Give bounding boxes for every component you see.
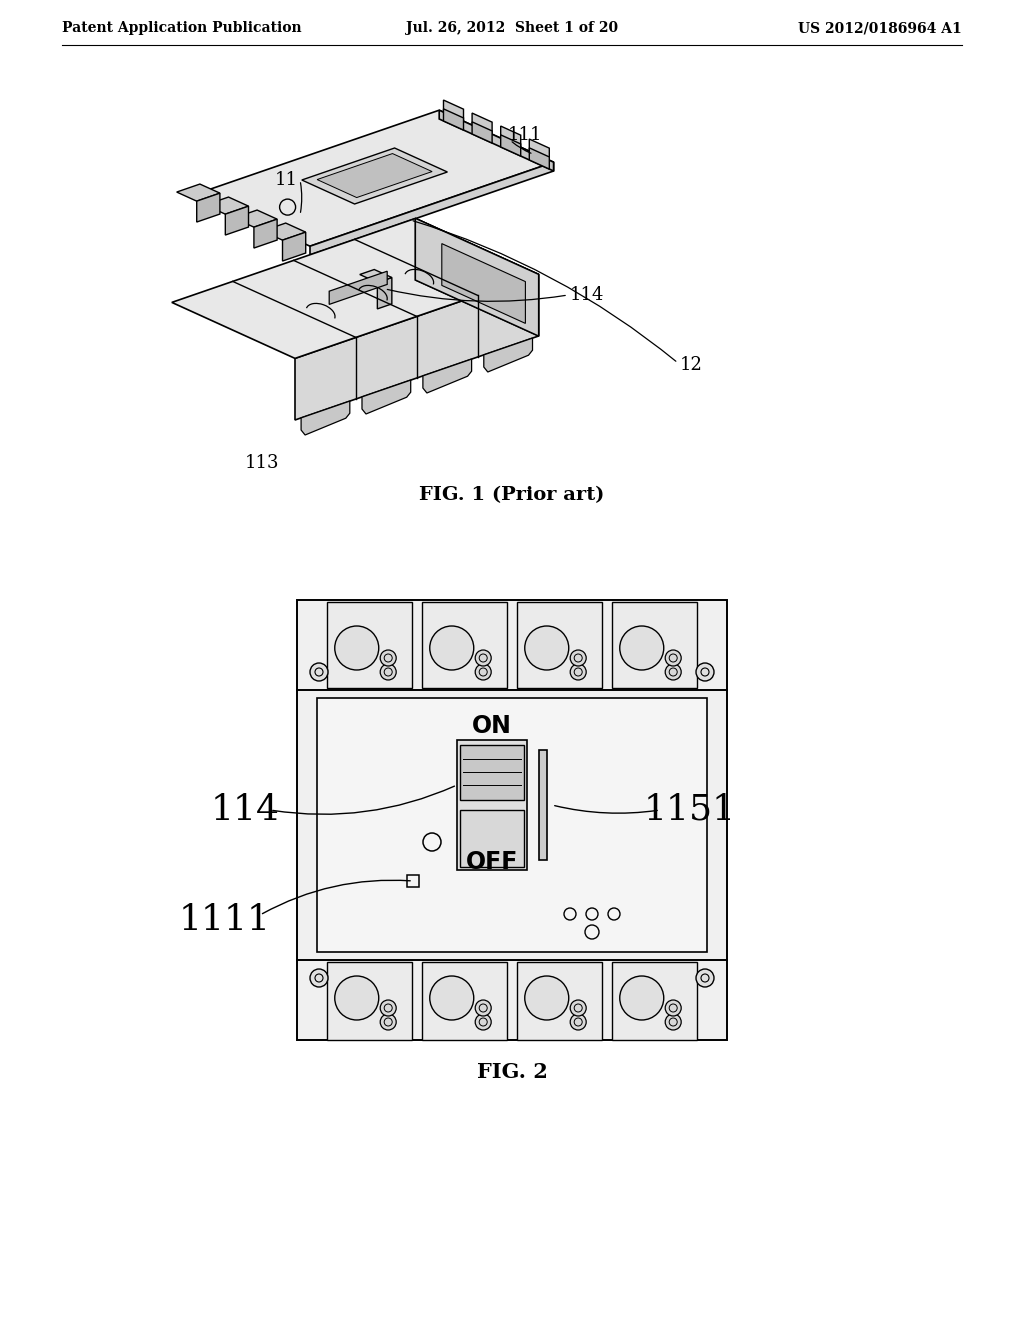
Polygon shape [423,359,472,393]
Polygon shape [254,219,278,248]
Polygon shape [439,110,554,172]
Circle shape [666,1001,681,1016]
Bar [460,810,524,867]
Text: 113: 113 [245,454,280,473]
Polygon shape [529,139,549,160]
Polygon shape [329,271,387,305]
Circle shape [380,649,396,667]
Bar [422,602,507,688]
Polygon shape [301,401,350,436]
Circle shape [475,649,492,667]
Circle shape [524,626,568,671]
Bar [422,962,507,1040]
Circle shape [696,969,714,987]
Circle shape [310,663,328,681]
Circle shape [570,1001,586,1016]
Circle shape [666,649,681,667]
Circle shape [475,664,492,680]
Bar [327,962,412,1040]
Circle shape [310,969,328,987]
Text: US 2012/0186964 A1: US 2012/0186964 A1 [799,21,962,36]
Text: 114: 114 [211,793,280,828]
Polygon shape [310,162,554,255]
Circle shape [430,975,474,1020]
Circle shape [475,1014,492,1030]
Circle shape [475,1001,492,1016]
Polygon shape [472,114,493,135]
Circle shape [620,626,664,671]
Text: Patent Application Publication: Patent Application Publication [62,21,302,36]
Polygon shape [197,193,220,222]
Polygon shape [443,100,464,121]
Polygon shape [362,380,411,414]
Text: 111: 111 [508,125,543,144]
Circle shape [570,664,586,680]
Bar [327,602,412,688]
Bar [539,750,547,861]
Text: OFF: OFF [466,850,518,874]
Text: 1151: 1151 [644,793,736,828]
Circle shape [696,663,714,681]
Circle shape [380,1014,396,1030]
Polygon shape [416,218,539,337]
Polygon shape [529,148,549,169]
Circle shape [570,1014,586,1030]
Bar [297,601,727,1040]
Circle shape [335,626,379,671]
Bar [517,602,602,688]
Bar [612,962,697,1040]
Polygon shape [205,197,249,214]
Bar [612,602,697,688]
Polygon shape [472,121,493,143]
Polygon shape [441,244,525,323]
Polygon shape [359,269,392,282]
Text: 114: 114 [570,286,604,304]
Text: Jul. 26, 2012  Sheet 1 of 20: Jul. 26, 2012 Sheet 1 of 20 [406,21,618,36]
Text: 1111: 1111 [179,903,271,937]
Bar [317,698,707,952]
Text: 12: 12 [680,356,702,374]
Polygon shape [225,206,249,235]
Polygon shape [416,218,539,337]
Polygon shape [483,338,532,372]
Bar [407,875,419,887]
Circle shape [666,1014,681,1030]
Polygon shape [378,277,392,309]
Polygon shape [317,153,432,198]
Circle shape [380,1001,396,1016]
Polygon shape [501,135,521,156]
Polygon shape [501,125,521,148]
Circle shape [380,664,396,680]
Polygon shape [262,223,306,240]
Text: 11: 11 [275,172,298,189]
Circle shape [430,626,474,671]
Circle shape [666,664,681,680]
Polygon shape [283,232,306,261]
Circle shape [524,975,568,1020]
Polygon shape [196,110,554,247]
Bar [457,741,527,870]
Polygon shape [177,183,220,201]
Polygon shape [172,218,539,359]
Text: FIG. 1 (Prior art): FIG. 1 (Prior art) [419,486,605,504]
Polygon shape [233,210,278,227]
Polygon shape [302,148,447,205]
Bar [460,744,524,800]
Bar [517,962,602,1040]
Circle shape [620,975,664,1020]
Polygon shape [443,108,464,131]
Text: ON: ON [472,714,512,738]
Polygon shape [295,275,539,420]
Circle shape [335,975,379,1020]
Circle shape [570,649,586,667]
Text: FIG. 2: FIG. 2 [476,1063,548,1082]
